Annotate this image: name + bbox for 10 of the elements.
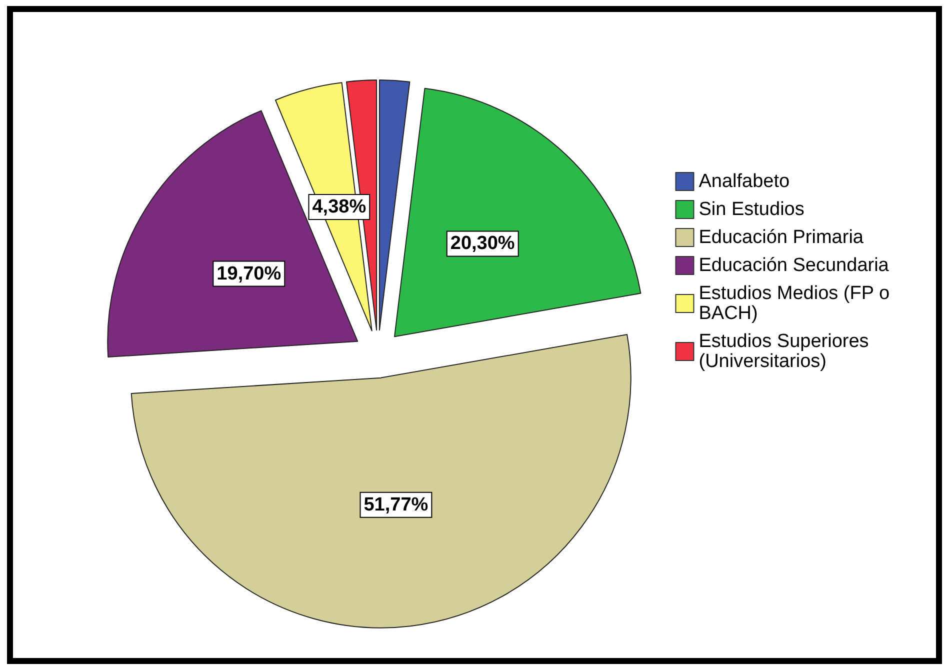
legend-label: Analfabeto <box>698 171 790 192</box>
legend-label: Estudios Medios (FP o BACH) <box>698 283 895 324</box>
data-label: 19,70% <box>216 263 282 284</box>
legend-label: Sin Estudios <box>698 199 804 220</box>
data-label: 51,77% <box>364 494 428 516</box>
legend-label: Educación Primaria <box>698 227 864 248</box>
legend-label: Estudios Superiores (Universitarios) <box>698 331 874 372</box>
data-label: 20,30% <box>450 233 515 254</box>
legend-label: Educación Secundaria <box>698 255 890 276</box>
data-label: 4,38% <box>312 196 366 218</box>
